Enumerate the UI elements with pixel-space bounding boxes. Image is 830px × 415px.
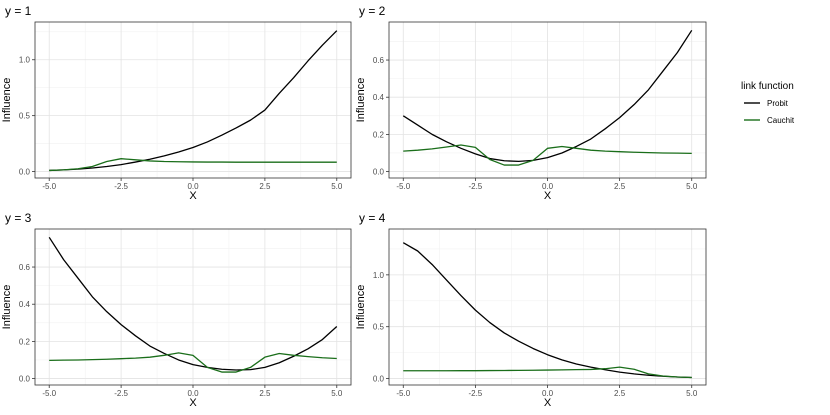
x-axis-label: X (544, 397, 552, 409)
y-tick-label: 0.2 (373, 130, 385, 139)
x-tick-label: -5.0 (42, 182, 56, 191)
x-tick-label: 5.0 (331, 182, 343, 191)
panel-3: -5.0 -2.5 0.0 2.5 5.0 0.0 0.2 0.4 0.6 y = 3 X Influ… (1, 211, 352, 409)
y-tick-label: 0.0 (373, 375, 385, 384)
y-tick-label: 0.6 (373, 56, 385, 65)
x-axis-label: X (544, 190, 552, 202)
x-tick-label: -5.0 (396, 182, 410, 191)
x-tick-label: -5.0 (42, 389, 56, 398)
panel-2: -5.0 -2.5 0.0 2.5 5.0 0.0 0.2 0.4 0.6 y = 2 X Influ… (355, 4, 707, 202)
y-tick-label: 0.5 (19, 112, 31, 121)
panels: -5.0 -2.5 0.0 2.5 5.0 0.0 0.5 1.0 y = 1 X Influenc… (1, 4, 707, 409)
panel-title: y = 2 (359, 4, 386, 18)
panel-border (34, 21, 352, 179)
y-axis-label: Influence (355, 285, 367, 330)
x-tick-label: 2.5 (259, 389, 271, 398)
y-tick-label: 0.6 (19, 263, 31, 272)
panel-border (388, 228, 707, 386)
series-line-cauchit (403, 144, 692, 166)
y-tick-label: 0.0 (373, 168, 385, 177)
series-line-cauchit (403, 366, 692, 379)
x-tick-label: 0.0 (542, 182, 554, 191)
y-tick-label: 1.0 (19, 56, 31, 65)
y-axis-label: Influence (1, 78, 13, 123)
series-line-probit (48, 236, 338, 371)
x-tick-label: -5.0 (396, 389, 410, 398)
x-axis-label: X (189, 397, 197, 409)
y-tick-label: 0.4 (373, 93, 385, 102)
x-tick-label: -2.5 (114, 182, 128, 191)
y-axis-label: Influence (1, 285, 13, 330)
x-tick-label: 0.0 (542, 389, 554, 398)
panel-1: -5.0 -2.5 0.0 2.5 5.0 0.0 0.5 1.0 y = 1 X Influenc… (1, 4, 352, 202)
series-line-probit (49, 30, 338, 172)
x-tick-label: -2.5 (114, 389, 128, 398)
x-tick-label: 2.5 (614, 389, 626, 398)
legend-label-probit: Probit (767, 99, 789, 108)
panel-title: y = 4 (359, 211, 386, 225)
y-tick-label: 0.5 (373, 323, 385, 332)
series-line-cauchit (49, 352, 337, 373)
x-tick-label: 0.0 (187, 389, 199, 398)
y-axis-label: Influence (355, 78, 367, 123)
y-tick-label: 0.4 (19, 300, 31, 309)
series-line-probit (402, 29, 693, 162)
y-tick-label: 0.0 (19, 375, 31, 384)
x-tick-label: 0.0 (187, 182, 199, 191)
panel-title: y = 3 (5, 211, 32, 225)
panel-border (388, 21, 707, 179)
series-line-cauchit (49, 158, 337, 172)
panel-border (34, 228, 352, 386)
x-axis-label: X (189, 190, 197, 202)
x-tick-label: 5.0 (686, 182, 698, 191)
x-tick-label: 5.0 (331, 389, 343, 398)
y-tick-label: 1.0 (373, 271, 385, 280)
x-tick-label: 5.0 (686, 389, 698, 398)
legend-title: link function (741, 81, 794, 92)
legend: link function Probit Cauchit (741, 81, 795, 125)
panel-title: y = 1 (5, 4, 32, 18)
y-tick-label: 0.0 (19, 168, 31, 177)
series-line-probit (402, 242, 692, 379)
y-tick-label: 0.2 (19, 337, 31, 346)
x-tick-label: 2.5 (614, 182, 626, 191)
x-tick-label: 2.5 (259, 182, 271, 191)
panel-4: -5.0 -2.5 0.0 2.5 5.0 0.0 0.5 1.0 y = 4 X Influenc… (355, 211, 707, 409)
x-tick-label: -2.5 (468, 182, 482, 191)
x-tick-label: -2.5 (468, 389, 482, 398)
legend-label-cauchit: Cauchit (767, 116, 795, 125)
